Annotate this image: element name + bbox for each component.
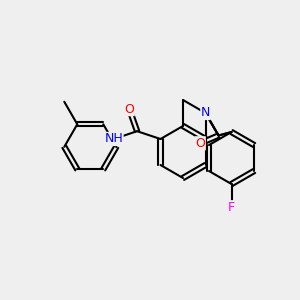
Text: F: F — [228, 201, 235, 214]
Text: N: N — [201, 106, 210, 119]
Text: O: O — [195, 137, 205, 150]
Text: NH: NH — [104, 133, 123, 146]
Text: O: O — [124, 103, 134, 116]
